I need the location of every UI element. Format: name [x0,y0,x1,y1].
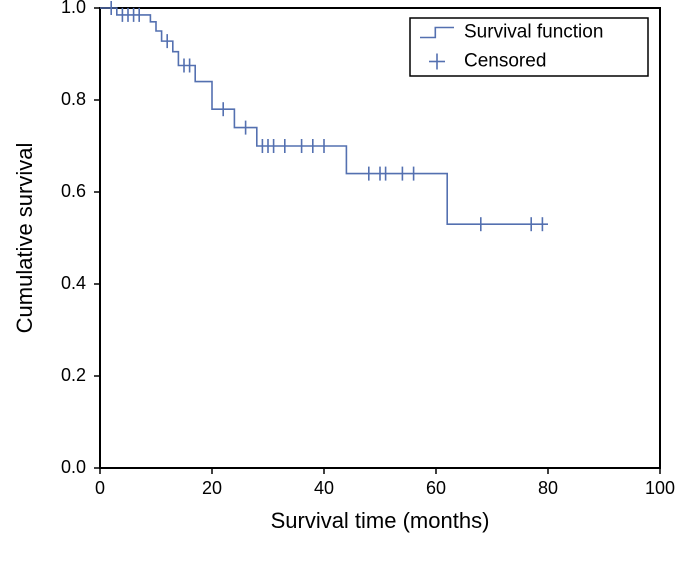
y-axis-label: Cumulative survival [12,143,37,334]
legend-label: Censored [464,51,546,72]
x-tick-label: 40 [314,478,334,498]
y-tick-label: 0.8 [61,89,86,109]
y-tick-label: 0.4 [61,273,86,293]
x-tick-label: 100 [645,478,675,498]
y-tick-label: 1.0 [61,0,86,17]
x-axis-label: Survival time (months) [271,508,490,533]
legend-label: Survival function [464,22,603,43]
x-tick-label: 20 [202,478,222,498]
x-tick-label: 80 [538,478,558,498]
survival-chart: 0 20 40 60 80 100 0.0 0.2 0.4 0.6 0.8 1.0 Survival t… [0,0,684,584]
x-tick-label: 60 [426,478,446,498]
y-tick-label: 0.2 [61,365,86,385]
y-tick-label: 0.0 [61,457,86,477]
x-tick-label: 0 [95,478,105,498]
y-tick-label: 0.6 [61,181,86,201]
